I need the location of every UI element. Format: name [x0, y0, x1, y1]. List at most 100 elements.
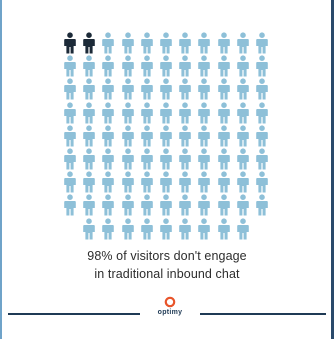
person-icon — [82, 32, 96, 54]
person-icon — [255, 101, 269, 124]
person-icon — [178, 171, 192, 193]
person-icon — [197, 32, 211, 54]
person-icon — [159, 101, 173, 124]
person-icon — [159, 32, 173, 54]
person-icon — [236, 125, 250, 147]
divider-right — [200, 313, 326, 315]
right-border — [331, 0, 334, 339]
person-icon — [159, 55, 173, 77]
person-icon — [63, 32, 77, 54]
person-icon — [236, 78, 250, 100]
person-icon — [197, 101, 211, 124]
person-icon — [101, 55, 115, 77]
person-icon — [255, 78, 269, 100]
person-icon — [121, 217, 135, 240]
person-icon — [121, 78, 135, 100]
person-icon — [217, 148, 231, 170]
person-icon — [197, 171, 211, 193]
person-icon — [197, 78, 211, 100]
person-icon — [236, 148, 250, 170]
person-icon — [178, 217, 192, 240]
person-icon — [63, 125, 77, 147]
person-icon — [140, 125, 154, 147]
person-icon — [159, 148, 173, 170]
person-icon — [178, 55, 192, 77]
person-icon — [101, 148, 115, 170]
person-icon — [159, 171, 173, 193]
person-icon — [140, 171, 154, 193]
person-icon — [217, 217, 231, 240]
person-icon — [217, 78, 231, 100]
person-icon — [101, 217, 115, 240]
person-icon — [236, 55, 250, 77]
person-icon — [178, 78, 192, 100]
person-icon — [101, 125, 115, 147]
person-icon — [121, 148, 135, 170]
person-icon — [217, 101, 231, 124]
person-icon — [197, 148, 211, 170]
caption-line-1: 98% of visitors don't engage — [87, 249, 247, 263]
person-icon — [63, 194, 77, 216]
person-icon — [255, 148, 269, 170]
person-icon — [236, 217, 250, 240]
person-icon — [140, 55, 154, 77]
person-icon — [236, 194, 250, 216]
person-icon — [197, 125, 211, 147]
person-icon — [140, 32, 154, 54]
person-icon — [63, 148, 77, 170]
person-icon — [140, 101, 154, 124]
person-icon — [217, 32, 231, 54]
brand-mark-icon — [164, 296, 176, 308]
person-icon — [82, 217, 96, 240]
person-icon — [236, 101, 250, 124]
person-icon — [140, 194, 154, 216]
person-icon — [197, 194, 211, 216]
person-icon — [178, 125, 192, 147]
person-icon — [63, 171, 77, 193]
person-icon — [121, 194, 135, 216]
person-icon — [101, 171, 115, 193]
person-icon — [63, 55, 77, 77]
person-icon — [121, 55, 135, 77]
person-icon — [255, 125, 269, 147]
person-icon — [255, 32, 269, 54]
person-icon — [101, 32, 115, 54]
person-icon — [159, 194, 173, 216]
person-icon — [82, 148, 96, 170]
person-icon — [217, 194, 231, 216]
person-icon — [82, 101, 96, 124]
person-icon — [178, 194, 192, 216]
person-icon — [197, 55, 211, 77]
person-icon — [121, 171, 135, 193]
person-icon — [101, 194, 115, 216]
person-icon — [82, 78, 96, 100]
brand-logo: optimy — [150, 296, 190, 326]
person-icon — [121, 32, 135, 54]
person-icon — [63, 78, 77, 100]
person-icon — [101, 101, 115, 124]
person-icon — [63, 101, 77, 124]
person-icon — [159, 217, 173, 240]
person-icon — [217, 125, 231, 147]
person-icon — [236, 32, 250, 54]
person-icon — [255, 171, 269, 193]
person-icon — [82, 194, 96, 216]
person-icon — [236, 171, 250, 193]
person-icon — [178, 101, 192, 124]
person-icon — [140, 78, 154, 100]
divider-left — [8, 313, 140, 315]
left-border — [0, 0, 2, 339]
person-icon — [82, 55, 96, 77]
caption-line-2: in traditional inbound chat — [94, 267, 240, 281]
person-icon — [159, 125, 173, 147]
brand-name: optimy — [157, 309, 183, 316]
person-icon — [82, 171, 96, 193]
person-icon — [197, 217, 211, 240]
person-icon — [121, 101, 135, 124]
person-icon — [121, 125, 135, 147]
person-icon — [140, 217, 154, 240]
person-icon — [159, 78, 173, 100]
person-icon — [178, 32, 192, 54]
person-icon — [82, 125, 96, 147]
